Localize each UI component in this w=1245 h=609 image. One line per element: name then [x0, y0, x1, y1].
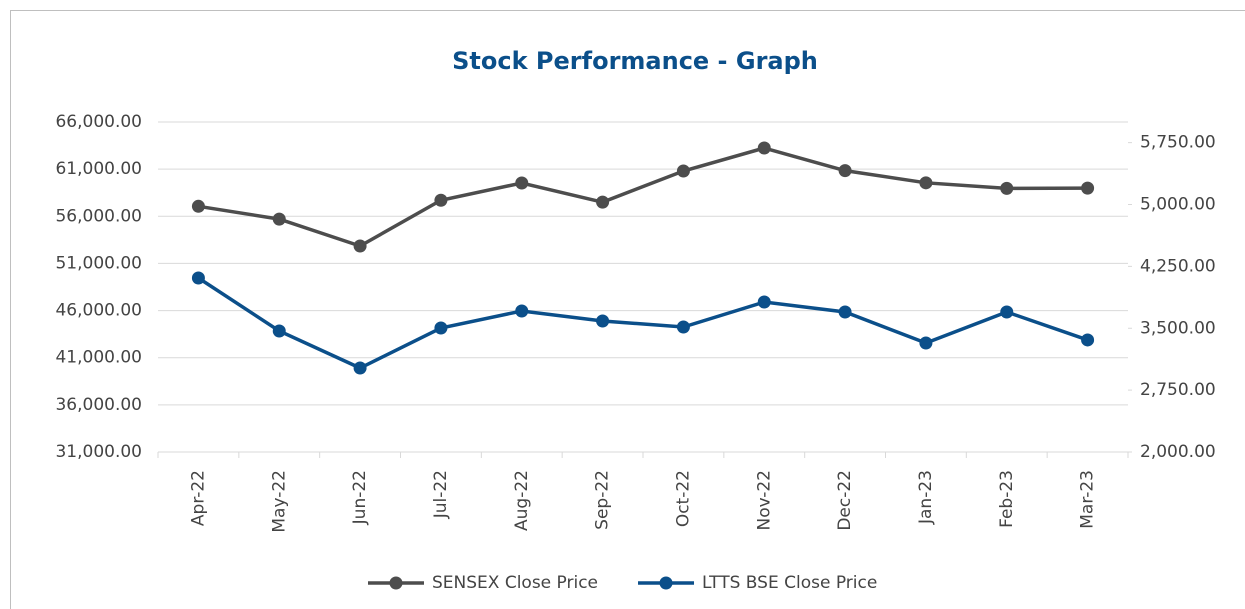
y-tick-label: 41,000.00: [55, 348, 142, 368]
data-point: [272, 324, 286, 338]
y2-tick-label: 2,000.00: [1140, 442, 1216, 462]
data-point: [434, 321, 448, 335]
x-tick-label: Dec-22: [835, 470, 855, 531]
x-tick-label: Jul-22: [431, 470, 451, 519]
data-point: [676, 320, 690, 334]
legend-label: LTTS BSE Close Price: [702, 573, 877, 593]
x-tick-label: Aug-22: [512, 470, 532, 531]
data-point: [919, 176, 933, 190]
data-point: [676, 164, 690, 178]
data-point: [919, 336, 933, 350]
y-tick-label: 51,000.00: [55, 253, 142, 273]
y2-tick-label: 5,750.00: [1140, 133, 1216, 153]
data-point: [353, 361, 367, 375]
data-point: [596, 314, 610, 328]
data-point: [838, 305, 852, 319]
data-point: [1081, 333, 1095, 347]
series-line: [197, 276, 1089, 370]
legend-marker: [659, 576, 673, 590]
data-point: [191, 271, 205, 285]
legend-marker: [389, 576, 403, 590]
x-tick-label: Nov-22: [754, 470, 774, 531]
data-point: [515, 304, 529, 318]
data-point: [757, 295, 771, 309]
data-point: [1000, 181, 1014, 195]
y-tick-label: 66,000.00: [55, 112, 142, 132]
data-point: [191, 199, 205, 213]
x-tick-label: Feb-23: [997, 470, 1017, 528]
y-tick-label: 31,000.00: [55, 442, 142, 462]
x-tick-label: Apr-22: [188, 470, 208, 526]
data-point: [1000, 305, 1014, 319]
y-tick-label: 61,000.00: [55, 159, 142, 179]
data-point: [434, 193, 448, 207]
data-point: [353, 239, 367, 253]
x-tick-label: May-22: [269, 470, 289, 533]
x-tick-label: Sep-22: [593, 470, 613, 530]
y2-tick-label: 4,250.00: [1140, 256, 1216, 276]
data-point: [272, 212, 286, 226]
x-tick-label: Jun-22: [350, 470, 370, 525]
data-point: [757, 141, 771, 155]
y-tick-label: 46,000.00: [55, 301, 142, 321]
data-point: [515, 176, 529, 190]
y-tick-label: 56,000.00: [55, 206, 142, 226]
chart-title: Stock Performance - Graph: [452, 47, 818, 75]
x-tick-label: Oct-22: [673, 470, 693, 527]
y-tick-label: 36,000.00: [55, 395, 142, 415]
y2-tick-label: 2,750.00: [1140, 380, 1216, 400]
x-tick-label: Jan-23: [916, 470, 936, 525]
data-point: [1081, 181, 1095, 195]
x-tick-label: Mar-23: [1078, 470, 1098, 529]
series-line: [198, 146, 1088, 248]
data-point: [838, 164, 852, 178]
legend-label: SENSEX Close Price: [432, 573, 598, 593]
y2-tick-label: 3,500.00: [1140, 318, 1216, 338]
y2-tick-label: 5,000.00: [1140, 195, 1216, 215]
data-point: [596, 195, 610, 209]
chart-border: [10, 10, 1245, 609]
